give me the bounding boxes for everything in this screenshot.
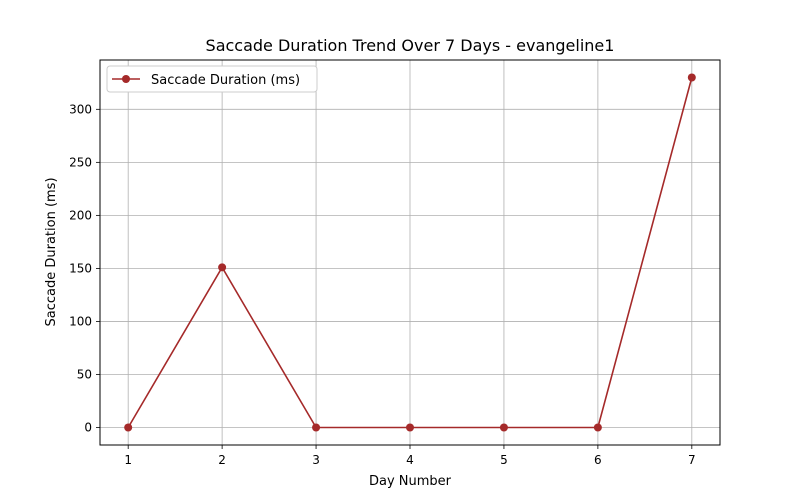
y-tick-label: 100 xyxy=(69,314,92,328)
y-axis-label: Saccade Duration (ms) xyxy=(44,177,59,326)
data-point-marker xyxy=(687,73,696,82)
data-point-marker xyxy=(312,423,321,432)
data-point-marker xyxy=(593,423,602,432)
x-tick-label: 3 xyxy=(312,453,320,467)
legend-label: Saccade Duration (ms) xyxy=(151,73,300,88)
data-point-marker xyxy=(124,423,133,432)
data-point-marker xyxy=(218,263,227,272)
y-tick-label: 200 xyxy=(69,208,92,222)
chart-title: Saccade Duration Trend Over 7 Days - eva… xyxy=(206,36,615,55)
data-point-marker xyxy=(406,423,414,432)
y-tick-label: 150 xyxy=(69,261,92,275)
legend-marker-sample xyxy=(122,75,130,83)
y-tick-label: 250 xyxy=(69,155,92,169)
x-axis-label: Day Number xyxy=(369,474,452,489)
x-tick-label: 7 xyxy=(688,453,696,467)
data-point-marker xyxy=(499,423,508,432)
x-tick-label: 6 xyxy=(594,453,602,467)
y-tick-label: 0 xyxy=(84,421,92,435)
y-tick-label: 50 xyxy=(77,367,92,381)
legend-box xyxy=(106,65,318,93)
x-tick-label: 4 xyxy=(406,453,414,467)
y-tick-label: 300 xyxy=(69,102,92,116)
x-tick-label: 2 xyxy=(218,453,226,467)
x-tick-label: 1 xyxy=(124,453,132,467)
tick-layer: 1 2 3 4 5 6 7 0 50 100 150 200 250 300 xyxy=(69,102,696,467)
x-tick-label: 5 xyxy=(500,453,508,467)
series-layer xyxy=(124,73,696,432)
legend: Saccade Duration (ms) xyxy=(106,65,318,93)
grid-layer xyxy=(100,60,720,445)
